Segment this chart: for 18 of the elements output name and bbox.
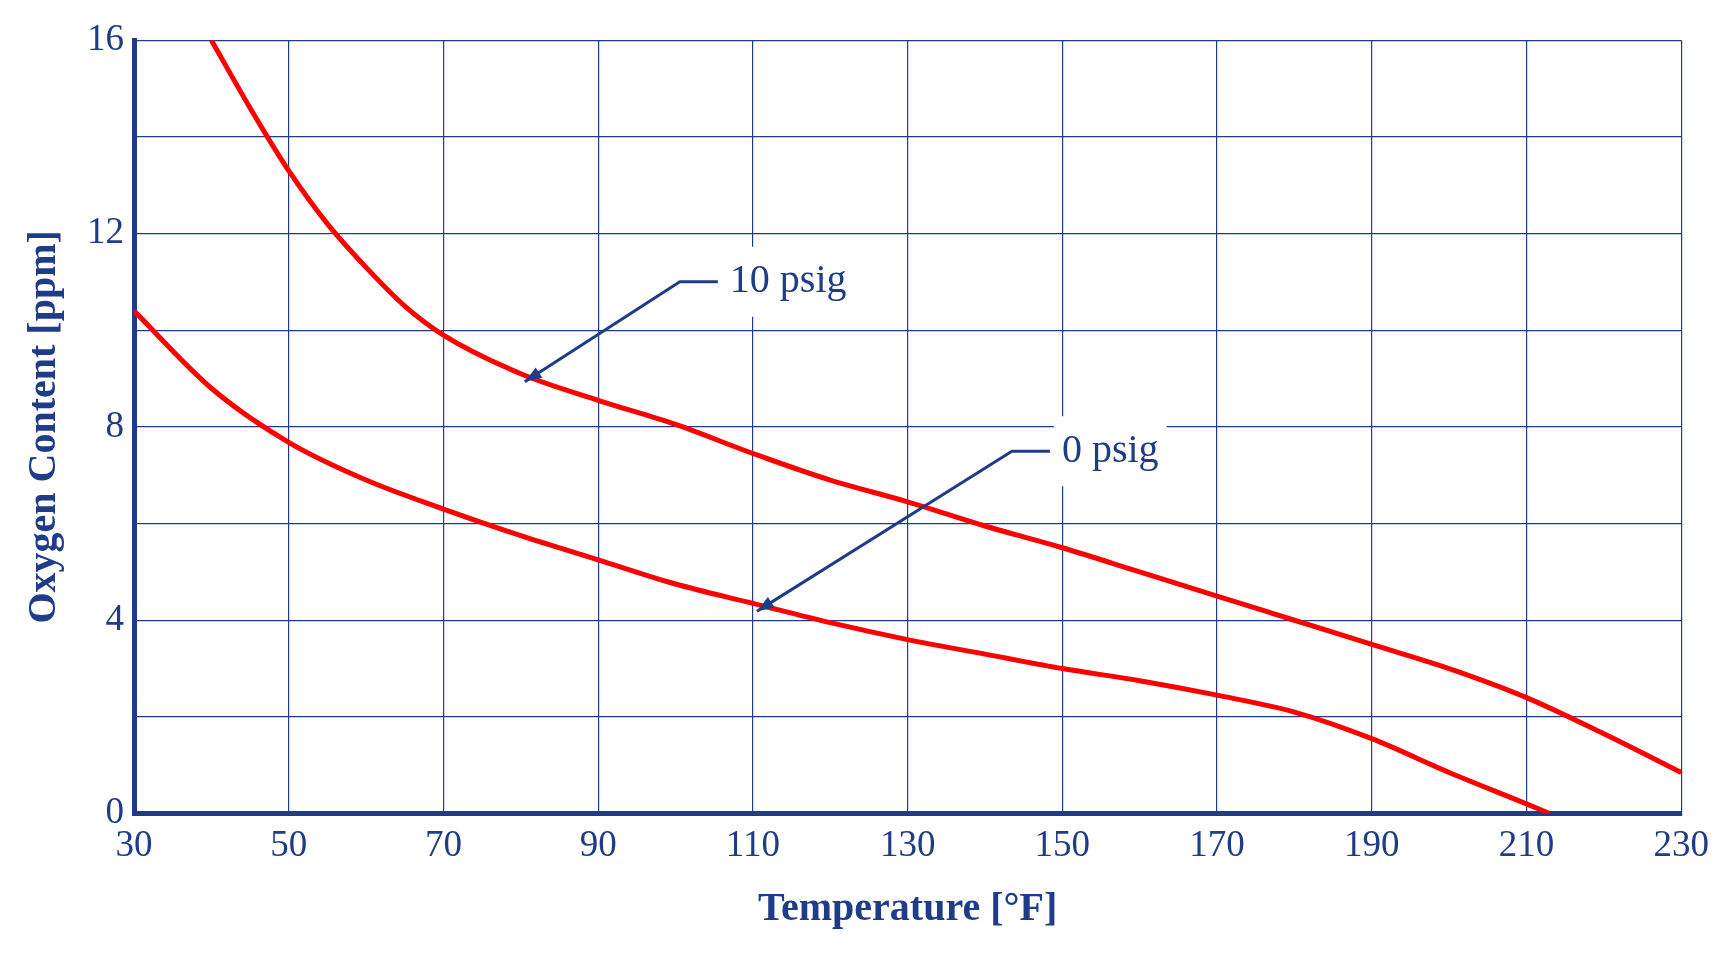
x-tick-label: 170 [1189, 822, 1245, 864]
x-tick-label: 90 [579, 822, 617, 864]
x-tick-label: 190 [1344, 822, 1400, 864]
x-tick-label: 110 [725, 822, 780, 864]
annotation: 0 psig [1061, 425, 1159, 471]
x-tick-label: 230 [1653, 822, 1709, 864]
x-tick-label: 150 [1034, 822, 1091, 864]
x-tick-label: 50 [270, 822, 308, 864]
x-tick-label: 210 [1498, 822, 1555, 864]
x-axis-title: Temperature [°F] [757, 884, 1058, 930]
y-tick-label: 12 [87, 210, 124, 252]
x-tick-label: 130 [879, 822, 936, 864]
y-tick-label: 8 [105, 403, 124, 445]
y-axis-title: Oxygen Content [ppm] [19, 230, 65, 624]
annotation: 10 psig [729, 256, 847, 302]
y-tick-label: 4 [105, 596, 124, 638]
y-tick-label: 16 [87, 16, 124, 58]
x-tick-label: 70 [424, 822, 462, 864]
